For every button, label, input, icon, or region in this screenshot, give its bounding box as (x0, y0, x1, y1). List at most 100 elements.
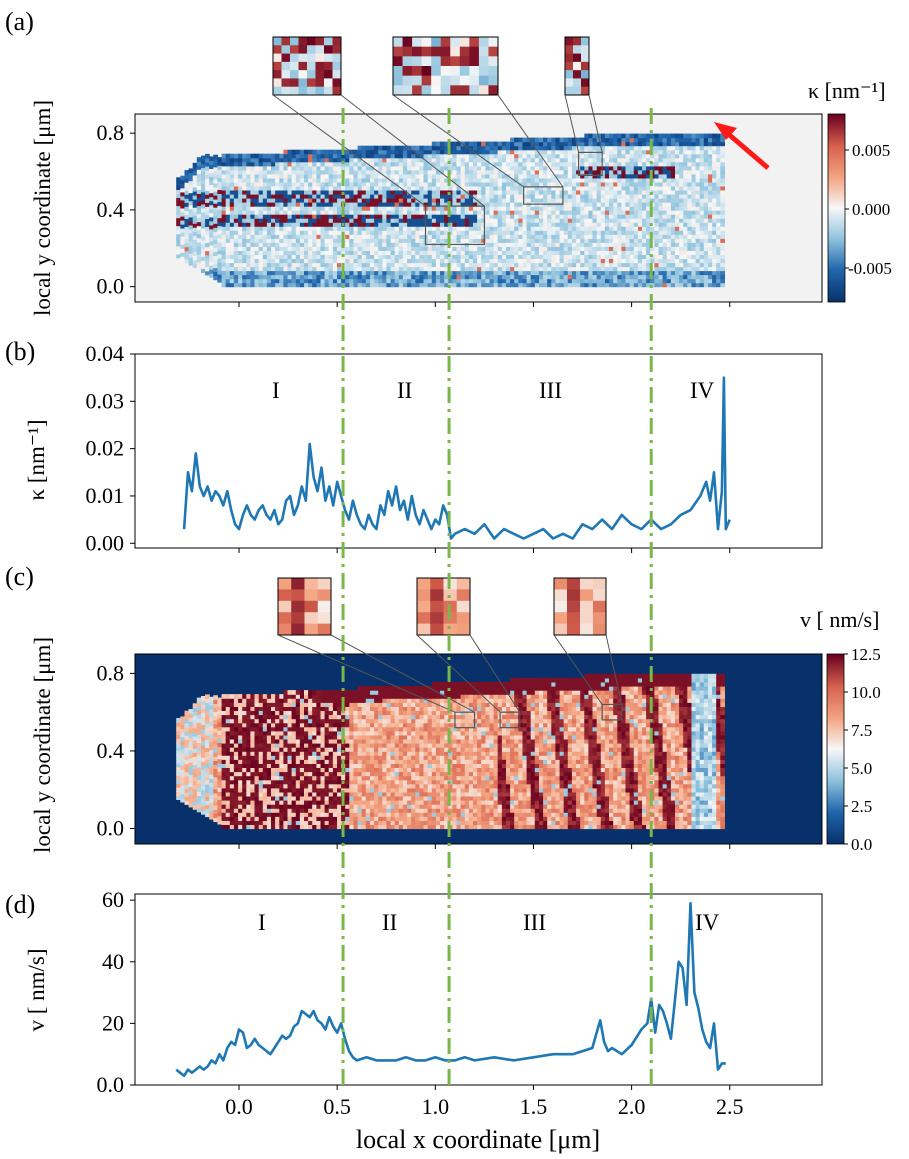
kappa-map-cell (275, 173, 280, 179)
kappa-map-cell (534, 157, 540, 163)
kappa-map-cell (580, 210, 585, 215)
kappa-map-cell (543, 173, 548, 179)
kappa-map-cell (378, 198, 383, 203)
kappa-map-cell (571, 206, 577, 211)
inset-cell (298, 61, 308, 71)
kappa-map-cell (658, 254, 664, 259)
kappa-map-cell (625, 218, 631, 223)
kappa-map-cell (617, 145, 622, 151)
kappa-map-cell (328, 185, 334, 191)
kappa-map-cell (275, 258, 280, 264)
kappa-map-cell (370, 202, 375, 207)
kappa-map-cell (176, 217, 181, 223)
kappa-map-cell (613, 238, 618, 243)
kappa-map-cell (225, 282, 231, 288)
kappa-map-cell (662, 177, 668, 183)
velocity-map-cell (176, 746, 181, 752)
kappa-map-cell (279, 250, 284, 255)
kappa-map-cell (720, 161, 725, 167)
kappa-map-cell (501, 270, 507, 276)
kappa-map-cell (452, 258, 458, 264)
kappa-map-cell (444, 149, 449, 155)
kappa-map-cell (497, 274, 503, 280)
kappa-map-cell (613, 242, 618, 247)
kappa-map-cell (485, 161, 491, 167)
kappa-map-cell (386, 226, 392, 231)
kappa-map-cell (539, 238, 544, 243)
kappa-map-cell (526, 278, 532, 284)
kappa-map-cell (683, 157, 688, 163)
kappa-map-cell (625, 173, 631, 179)
kappa-map-cell (324, 214, 330, 219)
kappa-map-cell (522, 250, 528, 255)
kappa-map-cell (501, 238, 507, 243)
kappa-map-cell (708, 153, 713, 159)
velocity-map-cell (184, 800, 190, 805)
kappa-map-cell (299, 250, 305, 255)
kappa-map-cell (687, 157, 692, 163)
kappa-map-cell (279, 238, 284, 243)
kappa-map-cell (543, 270, 548, 276)
kappa-map-cell (304, 149, 309, 155)
kappa-map-cell (423, 266, 429, 272)
kappa-map-cell (617, 214, 622, 219)
kappa-map-cell (708, 238, 713, 243)
kappa-map-cell (452, 161, 458, 167)
kappa-map-cell (604, 230, 610, 235)
kappa-map-cell (526, 149, 532, 155)
kappa-map-cell (386, 194, 392, 199)
kappa-map-cell (596, 218, 602, 223)
kappa-map-cell (642, 153, 647, 159)
kappa-map-cell (675, 194, 680, 199)
kappa-map-cell (328, 190, 334, 195)
kappa-map-cell (543, 246, 548, 251)
kappa-map-cell (254, 214, 260, 219)
kappa-map-cell (703, 262, 709, 268)
kappa-map-cell (283, 270, 289, 276)
kappa-map-cell (518, 149, 523, 155)
kappa-map-cell (188, 216, 194, 222)
kappa-map-cell (555, 149, 561, 155)
kappa-map-cell (233, 157, 239, 163)
kappa-map-cell (304, 177, 309, 183)
kappa-map-cell (287, 157, 293, 163)
kappa-map-cell (691, 145, 697, 151)
kappa-map-cell (266, 270, 272, 276)
kappa-map-cell (675, 278, 680, 284)
kappa-map-cell (225, 206, 231, 211)
kappa-map-cell (526, 242, 532, 247)
kappa-map-cell (279, 185, 284, 191)
kappa-map-cell (633, 153, 639, 159)
kappa-map-cell (600, 282, 606, 288)
kappa-map-cell (229, 262, 235, 268)
kappa-map-cell (477, 250, 482, 255)
kappa-map-cell (625, 145, 631, 151)
kappa-map-cell (353, 262, 359, 268)
kappa-map-cell (345, 262, 350, 268)
kappa-map-cell (407, 206, 412, 211)
kappa-map-cell (353, 270, 359, 276)
kappa-map-cell (324, 258, 330, 264)
kappa-map-cell (431, 181, 437, 187)
kappa-map-cell (312, 206, 317, 211)
kappa-map-cell (563, 173, 569, 179)
kappa-map-cell (526, 137, 532, 143)
kappa-map-cell (398, 250, 404, 255)
kappa-map-cell (555, 157, 561, 163)
kappa-map-cell (390, 266, 396, 272)
kappa-map-cell (295, 230, 301, 235)
kappa-map-cell (176, 225, 181, 231)
kappa-map-cell (485, 238, 491, 243)
kappa-map-cell (382, 254, 387, 259)
kappa-map-cell (551, 238, 556, 243)
kappa-map-cell (390, 202, 396, 207)
kappa-map-cell (708, 141, 713, 147)
velocity-map-cell (188, 802, 194, 808)
kappa-map-cell (254, 202, 260, 207)
kappa-map-cell (629, 137, 635, 143)
kappa-map-cell (555, 266, 561, 272)
kappa-map-cell (448, 181, 453, 187)
kappa-map-cell (530, 242, 536, 247)
kappa-map-cell (514, 206, 519, 211)
kappa-map-cell (254, 266, 260, 272)
